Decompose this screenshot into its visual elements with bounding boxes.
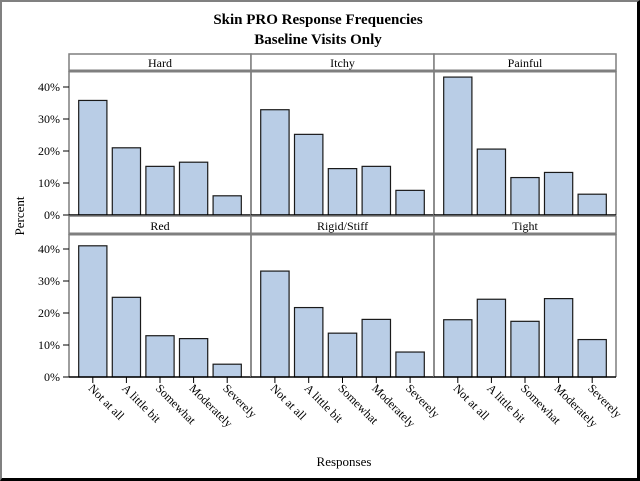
bar-itchy-somewhat (327, 168, 358, 216)
bar-red-somewhat (145, 335, 175, 378)
x-tick-label: Not at all (86, 381, 128, 423)
bar-rigid-stiff-somewhat (327, 332, 358, 378)
y-tick-label: 20% (38, 144, 60, 158)
y-tick-label: 40% (38, 242, 60, 256)
bar-red-severely (212, 363, 242, 378)
y-tick-label: 0% (44, 208, 60, 222)
bar-hard-severely (212, 195, 242, 216)
x-tick-label: Not at all (268, 381, 310, 423)
bar-painful-not-at-all (443, 76, 473, 216)
bar-tight-a-little-bit (476, 298, 507, 378)
bar-itchy-moderately (361, 165, 392, 216)
bar-rigid-stiff-a-little-bit (293, 306, 324, 378)
bar-itchy-severely (395, 189, 425, 216)
bar-painful-somewhat (510, 176, 540, 216)
bar-rigid-stiff-severely (395, 351, 425, 378)
bar-tight-somewhat (510, 320, 540, 378)
x-tick-label: Not at all (451, 381, 493, 423)
bar-red-a-little-bit (111, 296, 142, 378)
bar-red-not-at-all (78, 245, 108, 378)
bar-tight-not-at-all (443, 319, 473, 378)
panel-title-hard: Hard (148, 56, 172, 70)
bar-hard-not-at-all (78, 99, 108, 216)
bar-hard-moderately (178, 161, 209, 216)
chart-title: Skin PRO Response Frequencies (213, 12, 422, 28)
panel-title-red: Red (150, 219, 169, 233)
bar-tight-moderately (543, 298, 574, 378)
bar-hard-somewhat (145, 165, 175, 216)
bar-red-moderately (178, 338, 209, 378)
bar-hard-a-little-bit (111, 147, 142, 216)
y-tick-label: 20% (38, 306, 60, 320)
bar-itchy-a-little-bit (293, 133, 324, 216)
panel-title-itchy: Itchy (330, 56, 355, 70)
panel-title-painful: Painful (508, 56, 543, 70)
bar-rigid-stiff-not-at-all (260, 270, 290, 378)
y-tick-label: 10% (38, 338, 60, 352)
x-axis-label: Responses (317, 454, 372, 469)
y-tick-label: 30% (38, 112, 60, 126)
chart-subtitle: Baseline Visits Only (254, 32, 382, 48)
bar-painful-a-little-bit (476, 148, 507, 216)
y-tick-label: 30% (38, 274, 60, 288)
bar-rigid-stiff-moderately (361, 318, 392, 378)
panel-title-tight: Tight (512, 219, 538, 233)
bar-itchy-not-at-all (260, 109, 290, 216)
y-tick-label: 0% (44, 370, 60, 384)
bar-tight-severely (577, 338, 607, 378)
y-tick-label: 40% (38, 80, 60, 94)
panel-title-rigid-stiff: Rigid/Stiff (317, 219, 368, 233)
bar-painful-severely (577, 193, 607, 216)
y-tick-label: 10% (38, 176, 60, 190)
y-axis-label: Percent (12, 196, 27, 235)
bar-painful-moderately (543, 171, 574, 216)
